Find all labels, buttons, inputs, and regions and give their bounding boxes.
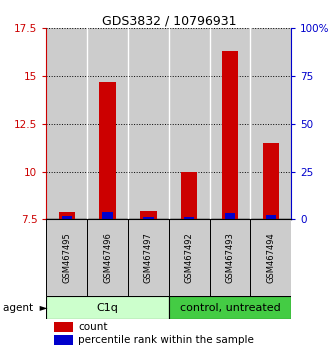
Text: GSM467496: GSM467496 — [103, 232, 112, 283]
Bar — [266, 215, 276, 219]
Bar — [62, 216, 72, 219]
Bar — [225, 213, 235, 219]
Bar — [184, 217, 194, 219]
Bar — [46, 28, 87, 219]
Bar — [181, 172, 197, 219]
Bar — [169, 296, 291, 319]
Title: GDS3832 / 10796931: GDS3832 / 10796931 — [102, 14, 236, 27]
Bar — [169, 219, 210, 296]
Bar — [210, 28, 251, 219]
Bar — [210, 219, 251, 296]
Bar — [103, 212, 113, 219]
Bar — [54, 335, 73, 345]
Bar — [46, 296, 169, 319]
Text: C1q: C1q — [97, 303, 118, 313]
Bar — [251, 28, 291, 219]
Bar — [263, 143, 279, 219]
Text: GSM467493: GSM467493 — [225, 232, 235, 283]
Text: GSM467497: GSM467497 — [144, 232, 153, 283]
Bar — [140, 211, 157, 219]
Bar — [251, 219, 291, 296]
Text: GSM467492: GSM467492 — [185, 232, 194, 283]
Bar — [54, 322, 73, 332]
Bar — [99, 82, 116, 219]
Text: count: count — [78, 322, 108, 332]
Bar — [46, 219, 87, 296]
Text: percentile rank within the sample: percentile rank within the sample — [78, 335, 254, 345]
Text: GSM467494: GSM467494 — [266, 232, 275, 283]
Text: agent  ►: agent ► — [3, 303, 47, 313]
Bar — [87, 28, 128, 219]
Bar — [222, 51, 238, 219]
Text: control, untreated: control, untreated — [180, 303, 280, 313]
Bar — [59, 212, 75, 219]
Bar — [169, 28, 210, 219]
Bar — [143, 217, 154, 219]
Text: GSM467495: GSM467495 — [62, 232, 71, 283]
Bar — [128, 219, 169, 296]
Bar — [128, 28, 169, 219]
Bar — [87, 219, 128, 296]
